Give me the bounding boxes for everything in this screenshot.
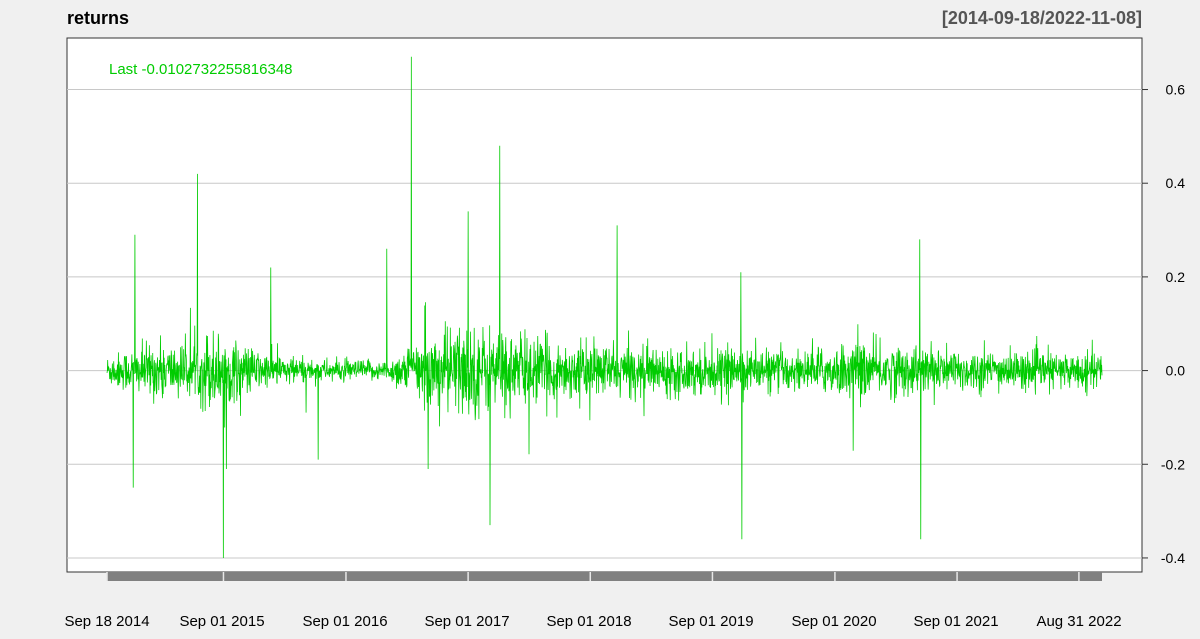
x-axis: Sep 18 2014 Sep 01 2015 Sep 01 2016 Sep 01 … (64, 572, 1122, 630)
y-tick-label: 0.0 (1166, 363, 1186, 379)
date-range-label: [2014-09-18/2022-11-08] (941, 8, 1142, 28)
y-axis: 0.6 0.4 0.2 0.0 -0.2 -0.4 (1142, 82, 1185, 566)
series-returns (106, 56, 1103, 558)
x-axis-bar (107, 572, 1102, 581)
x-tick-label: Sep 01 2017 (424, 613, 509, 630)
x-tick-label: Sep 01 2018 (546, 613, 631, 630)
y-tick-label: 0.2 (1166, 269, 1186, 285)
x-tick-label: Sep 01 2016 (302, 613, 387, 630)
y-tick-label: -0.4 (1161, 550, 1185, 566)
chart-title: returns (67, 8, 130, 28)
x-tick-label: Sep 01 2020 (791, 613, 876, 630)
plot-background (66, 37, 1143, 573)
y-tick-label: -0.2 (1161, 456, 1185, 472)
y-tick-label: 0.4 (1166, 175, 1186, 191)
last-value-label: Last -0.0102732255816348 (109, 61, 293, 78)
x-tick-label: Sep 01 2015 (179, 613, 264, 630)
y-tick-label: 0.6 (1166, 82, 1186, 98)
x-tick-label: Sep 01 2021 (913, 613, 998, 630)
x-tick-label: Aug 31 2022 (1036, 613, 1121, 630)
x-tick-label: Sep 18 2014 (64, 613, 149, 630)
returns-line (106, 56, 1103, 558)
x-tick-label: Sep 01 2019 (668, 613, 753, 630)
